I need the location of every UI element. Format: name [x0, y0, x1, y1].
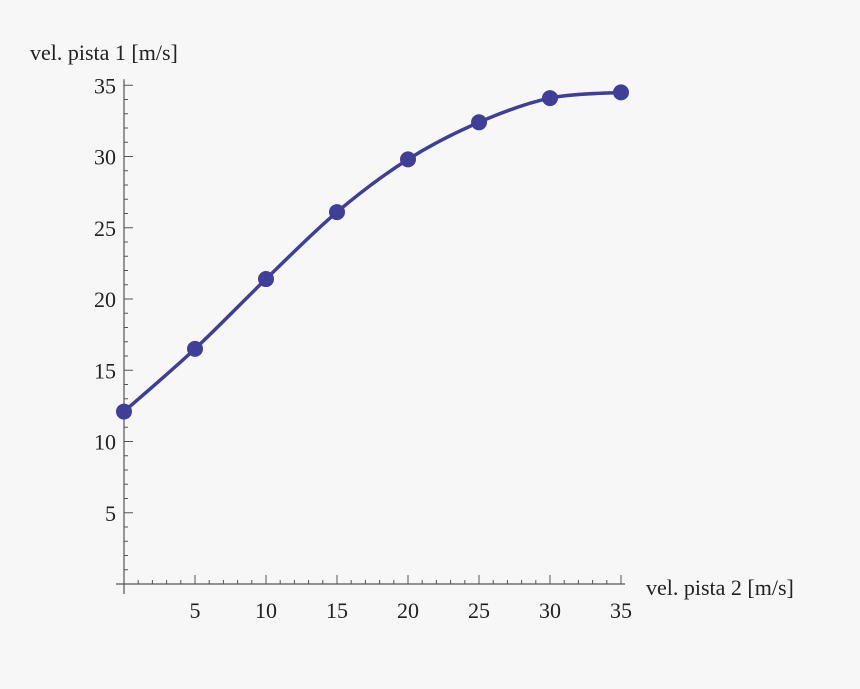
x-tick-label: 30 [539, 598, 561, 623]
y-axis: 5 10 15 20 25 30 35 vel. pista 1 [m/s] [30, 40, 178, 594]
y-tick-label: 10 [94, 430, 116, 455]
x-axis-title: vel. pista 2 [m/s] [646, 575, 794, 600]
data-point [116, 403, 132, 420]
data-point [542, 90, 558, 107]
x-tick-labels: 5 10 15 20 25 30 35 [190, 598, 633, 623]
y-tick-label: 35 [94, 73, 116, 98]
data-point [471, 114, 487, 131]
y-tick-label: 25 [94, 216, 116, 241]
y-tick-label: 5 [105, 501, 116, 526]
data-point [258, 271, 274, 288]
data-point [613, 84, 629, 101]
plot-series [116, 84, 629, 420]
x-axis: 5 10 15 20 25 30 35 vel. pista 2 [m/s] [116, 575, 794, 623]
x-tick-label: 5 [190, 598, 201, 623]
x-tick-label: 10 [255, 598, 277, 623]
series-line [122, 90, 623, 414]
y-tick-label: 20 [94, 287, 116, 312]
x-tick-label: 35 [610, 598, 632, 623]
x-tick-label: 25 [468, 598, 490, 623]
x-tick-label: 20 [397, 598, 419, 623]
data-point [400, 151, 416, 168]
y-tick-labels: 5 10 15 20 25 30 35 [94, 73, 116, 526]
y-axis-title: vel. pista 1 [m/s] [30, 40, 178, 65]
data-point [329, 204, 345, 221]
y-tick-label: 30 [94, 145, 116, 170]
data-point [187, 340, 203, 357]
y-tick-label: 15 [94, 358, 116, 383]
y-ticks [124, 84, 133, 571]
x-ticks [137, 575, 622, 584]
x-tick-label: 15 [326, 598, 348, 623]
